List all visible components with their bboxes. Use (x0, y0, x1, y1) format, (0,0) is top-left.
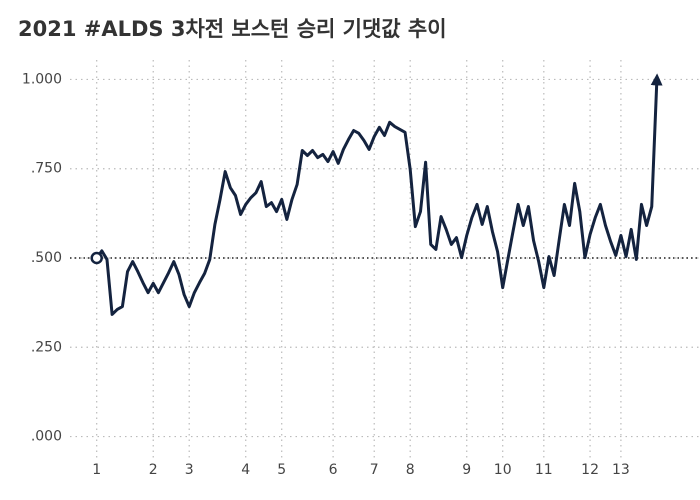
x-tick-label: 3 (185, 462, 194, 478)
x-tick-label: 12 (581, 462, 599, 478)
chart-title: 2021 #ALDS 3차전 보스턴 승리 기댓값 추이 (18, 17, 447, 41)
x-tick-label: 11 (535, 462, 553, 478)
x-tick-label: 4 (241, 462, 250, 478)
x-tick-label: 7 (370, 462, 379, 478)
x-tick-label: 8 (406, 462, 415, 478)
x-tick-label: 2 (149, 462, 158, 478)
x-tick-label: 1 (92, 462, 101, 478)
line (95, 73, 663, 316)
y-tick-label: .500 (31, 250, 62, 266)
y-tick-label: .250 (31, 339, 62, 355)
x-tick-label: 10 (494, 462, 512, 478)
y-tick-label: 1.000 (22, 71, 62, 87)
y-tick-label: .750 (31, 161, 62, 177)
start-marker (90, 251, 103, 265)
x-tick-label: 13 (612, 462, 630, 478)
x-tick-label: 6 (329, 462, 338, 478)
x-tick-label: 9 (462, 462, 471, 478)
x-tick-label: 5 (277, 462, 286, 478)
y-tick-label: .000 (31, 429, 62, 445)
